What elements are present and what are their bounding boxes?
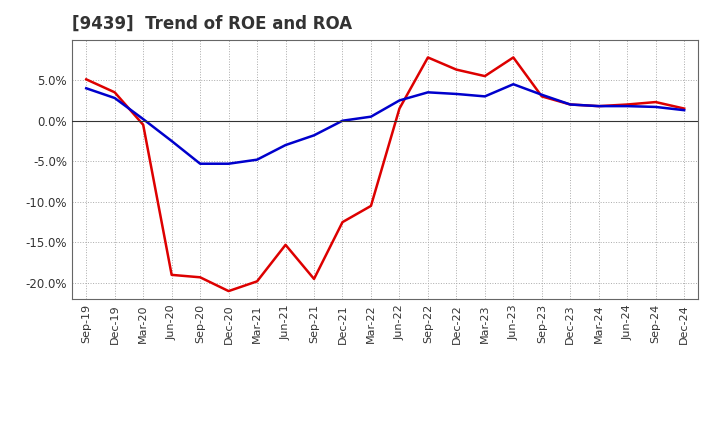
ROA (225, 161, 233, 166)
ROA (167, 138, 176, 143)
ROA (282, 143, 290, 148)
ROA (480, 94, 489, 99)
ROE (509, 55, 518, 60)
ROE (480, 73, 489, 79)
ROE (452, 67, 461, 72)
ROE (139, 122, 148, 128)
ROA (82, 86, 91, 91)
ROE (338, 220, 347, 225)
ROE (537, 94, 546, 99)
Line: ROA: ROA (86, 84, 684, 164)
ROE (196, 275, 204, 280)
ROE (595, 103, 603, 109)
ROA (452, 92, 461, 97)
Line: ROE: ROE (86, 58, 684, 291)
ROE (623, 102, 631, 107)
ROA (253, 157, 261, 162)
ROA (595, 103, 603, 109)
ROA (110, 95, 119, 101)
ROE (253, 279, 261, 284)
ROA (680, 107, 688, 113)
ROA (509, 81, 518, 87)
ROA (566, 102, 575, 107)
Text: [9439]  Trend of ROE and ROA: [9439] Trend of ROE and ROA (72, 15, 352, 33)
ROE (225, 289, 233, 294)
ROA (652, 104, 660, 110)
ROE (282, 242, 290, 247)
ROE (310, 276, 318, 282)
ROE (366, 203, 375, 209)
ROA (139, 117, 148, 122)
ROA (423, 90, 432, 95)
ROE (395, 106, 404, 111)
ROE (167, 272, 176, 278)
ROA (537, 92, 546, 97)
ROA (338, 118, 347, 123)
ROE (566, 102, 575, 107)
ROE (423, 55, 432, 60)
ROE (680, 106, 688, 111)
ROA (366, 114, 375, 119)
ROE (652, 99, 660, 105)
ROA (623, 103, 631, 109)
ROE (82, 77, 91, 82)
ROA (395, 98, 404, 103)
ROA (310, 133, 318, 138)
ROE (110, 90, 119, 95)
ROA (196, 161, 204, 166)
